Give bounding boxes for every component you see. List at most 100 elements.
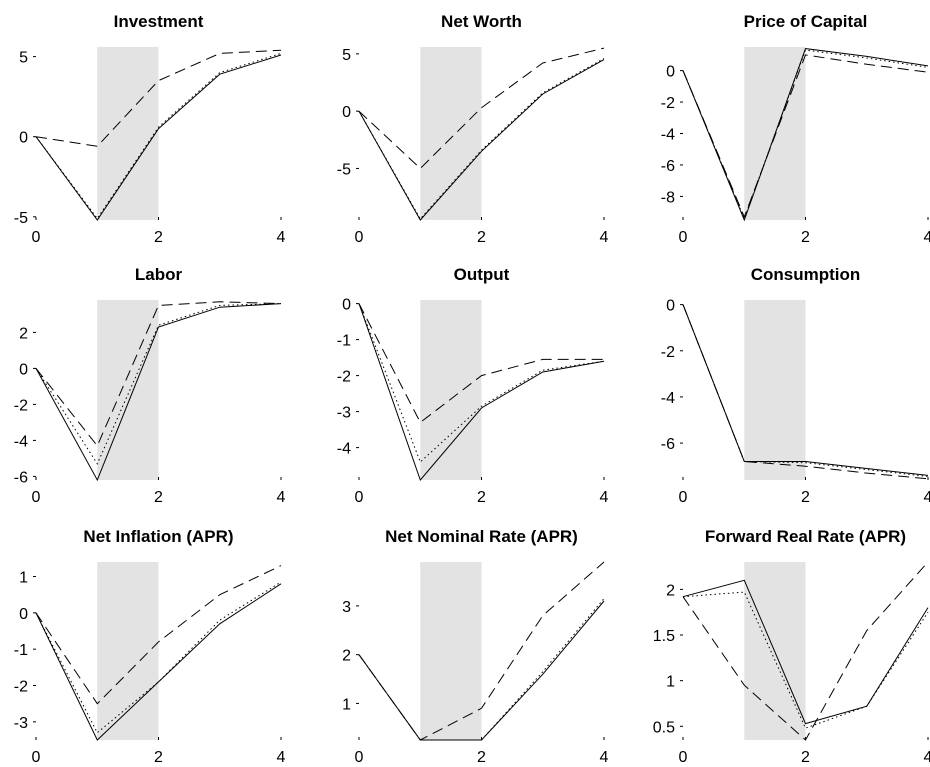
x-tick-label: 4 [600, 229, 609, 246]
x-tick-label: 4 [924, 489, 930, 506]
series-line-dashed [35, 565, 282, 705]
chart-panel: Labor -6 -4 -2 0 2 0 2 4 [14, 265, 286, 506]
y-tick-label: 1.5 [653, 628, 675, 645]
shaded-period [420, 47, 482, 220]
y-tick-label: -5 [337, 161, 351, 178]
x-tick-label: 2 [477, 749, 486, 766]
x-tick-label: 0 [679, 229, 688, 246]
panel-title: Labor [135, 265, 183, 284]
series-line-solid [35, 303, 282, 482]
series-line-dotted [682, 304, 929, 477]
panel-title: Consumption [751, 265, 861, 284]
y-tick-label: -6 [661, 436, 675, 453]
x-tick-label: 0 [32, 229, 41, 246]
x-tick-label: 2 [477, 229, 486, 246]
series-line-solid [35, 54, 282, 221]
series-line-dashed [358, 47, 605, 170]
y-tick-label: -4 [661, 390, 675, 407]
series-line-dashed [35, 49, 282, 147]
y-tick-label: 0 [342, 104, 351, 121]
x-tick-label: 0 [679, 489, 688, 506]
y-tick-label: -4 [337, 441, 351, 458]
y-tick-label: 0 [342, 297, 351, 314]
x-tick-label: 4 [600, 489, 609, 506]
panel-title: Net Nominal Rate (APR) [385, 527, 578, 546]
series-line-solid [358, 303, 605, 481]
chart-panel: Consumption -6 -4 -2 0 0 2 4 [661, 265, 930, 506]
y-tick-label: -6 [14, 469, 28, 486]
series-line-dashed [35, 301, 282, 447]
y-tick-label: -1 [337, 333, 351, 350]
y-tick-label: -2 [337, 369, 351, 386]
y-tick-label: -4 [661, 127, 675, 144]
y-tick-label: -2 [14, 397, 28, 414]
shaded-period [420, 300, 482, 480]
chart-panel: Net Nominal Rate (APR) 1 2 3 0 2 4 [342, 527, 608, 766]
y-tick-label: -5 [14, 210, 28, 227]
series-line-solid [682, 579, 929, 725]
series-line-dashed [682, 54, 929, 219]
x-tick-label: 4 [600, 749, 609, 766]
series-line-dotted [358, 303, 605, 463]
x-tick-label: 4 [277, 229, 286, 246]
x-tick-label: 0 [355, 489, 364, 506]
chart-panel: Output -4 -3 -2 -1 0 0 2 4 [337, 265, 609, 506]
y-tick-label: -1 [14, 642, 28, 659]
series-line-dotted [35, 581, 282, 734]
panel-title: Price of Capital [744, 12, 868, 31]
x-tick-label: 2 [154, 229, 163, 246]
series-line-dashed [682, 304, 929, 480]
y-tick-label: -2 [661, 95, 675, 112]
series-line-dotted [35, 52, 282, 220]
y-tick-label: 0 [19, 130, 28, 147]
series-line-dashed [358, 561, 605, 741]
y-tick-label: 2 [666, 582, 675, 599]
chart-panel: Price of Capital -8 -6 -4 -2 0 0 2 4 [661, 12, 930, 246]
y-tick-label: 0 [19, 361, 28, 378]
x-tick-label: 0 [32, 489, 41, 506]
panel-title: Investment [114, 12, 204, 31]
y-tick-label: 1 [19, 570, 28, 587]
y-tick-label: 1 [666, 674, 675, 691]
panel-title: Net Worth [441, 12, 522, 31]
panel-title: Output [454, 265, 510, 284]
x-tick-label: 0 [355, 749, 364, 766]
x-tick-label: 2 [801, 489, 810, 506]
y-tick-label: 5 [19, 50, 28, 67]
y-tick-label: 0 [666, 64, 675, 81]
x-tick-label: 2 [801, 229, 810, 246]
x-tick-label: 4 [277, 749, 286, 766]
y-tick-label: -2 [14, 679, 28, 696]
y-tick-label: 2 [19, 325, 28, 342]
chart-panel: Net Worth -5 0 5 0 2 4 [337, 12, 609, 246]
x-tick-label: 4 [924, 229, 930, 246]
panel-title: Net Inflation (APR) [83, 527, 233, 546]
x-tick-label: 2 [154, 749, 163, 766]
y-tick-label: -4 [14, 433, 28, 450]
chart-panel: Net Inflation (APR) -3 -2 -1 0 1 0 2 4 [14, 527, 286, 766]
series-line-dotted [358, 58, 605, 220]
x-tick-label: 2 [154, 489, 163, 506]
chart-panel: Forward Real Rate (APR) 0.5 1 1.5 2 0 2 4 [653, 527, 930, 766]
y-tick-label: -3 [337, 405, 351, 422]
series-line-solid [35, 583, 282, 741]
series-line-dashed [358, 303, 604, 424]
x-tick-label: 2 [801, 749, 810, 766]
x-tick-label: 0 [32, 749, 41, 766]
series-line-solid [358, 59, 605, 221]
panel-title: Forward Real Rate (APR) [705, 527, 906, 546]
y-tick-label: -6 [661, 158, 675, 175]
y-tick-label: 0.5 [653, 719, 675, 736]
y-tick-label: 1 [342, 696, 351, 713]
x-tick-label: 4 [277, 489, 286, 506]
series-line-solid [682, 48, 929, 222]
x-tick-label: 2 [477, 489, 486, 506]
x-tick-label: 0 [679, 749, 688, 766]
shaded-period [420, 562, 482, 740]
series-line-dashed [682, 561, 929, 741]
x-tick-label: 0 [355, 229, 364, 246]
x-tick-label: 4 [924, 749, 930, 766]
y-tick-label: -3 [14, 715, 28, 732]
